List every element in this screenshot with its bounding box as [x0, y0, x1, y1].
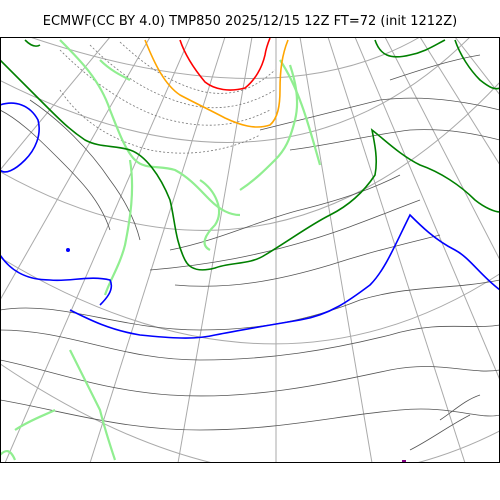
chart-title: ECMWF(CC BY 4.0) TMP850 2025/12/15 12Z F…	[42, 14, 458, 29]
coastline-sw2	[0, 450, 17, 461]
isotherm-minus18c	[179, 37, 271, 91]
parallel-3	[0, 37, 471, 144]
parallels	[0, 37, 500, 463]
meridian-5	[299, 37, 373, 463]
parallel-4	[0, 363, 500, 463]
coastline-peninsula	[103, 159, 134, 296]
map-frame	[0, 37, 500, 463]
meridian-7	[354, 37, 500, 381]
meridian-8	[384, 37, 500, 261]
meridian-11	[0, 37, 151, 301]
coastlines	[0, 39, 322, 461]
coastline-south	[14, 409, 56, 431]
meridian-2	[89, 37, 226, 463]
dotted-isotherms	[59, 41, 276, 154]
coastline-southwest	[69, 349, 117, 461]
coastline-east	[279, 59, 322, 166]
coastline-west	[59, 39, 241, 217]
coastline-north	[99, 59, 131, 81]
meridian-3	[177, 37, 253, 463]
meridian-9	[419, 37, 500, 166]
isotherm-minus6c	[0, 39, 500, 271]
station-marker	[66, 248, 70, 252]
meridian-1	[4, 37, 191, 463]
meridian-6	[327, 37, 466, 463]
meridians	[0, 37, 500, 463]
isotherm-0c	[0, 102, 500, 339]
parallel-2	[0, 81, 500, 231]
parallel-1	[0, 256, 500, 345]
meridian-12	[0, 37, 111, 171]
coastline-center	[199, 179, 221, 251]
purple-marker	[402, 460, 406, 463]
parallel-5	[29, 37, 421, 79]
isotherm-minus12c	[144, 39, 289, 128]
meridian-10	[454, 37, 500, 96]
isotherms	[0, 54, 500, 451]
